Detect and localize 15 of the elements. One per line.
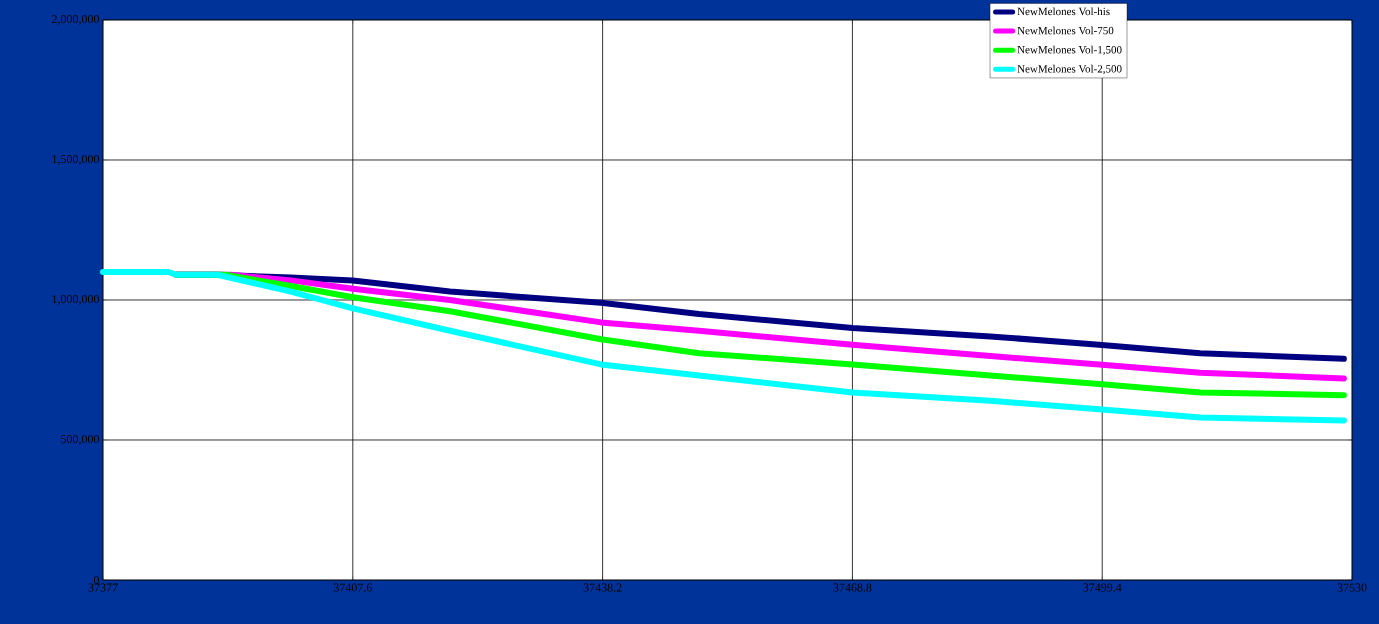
x-tick-label: 37499.4	[1083, 583, 1122, 592]
y-tick-label: 500,000	[61, 435, 99, 445]
y-tick-label: 1,500,000	[52, 155, 99, 165]
x-tick-label: 37377	[88, 583, 118, 592]
x-tick-label: 37468.8	[833, 583, 872, 592]
y-tick-label: 1,000,000	[52, 295, 99, 305]
x-tick-label: 37438.2	[583, 583, 622, 592]
legend-label: NewMelones Vol-2,500	[1017, 64, 1122, 75]
x-tick-label: 37407.6	[333, 583, 372, 592]
legend-label: NewMelones Vol-1,500	[1017, 45, 1122, 55]
y-tick-label: 0	[93, 575, 99, 585]
legend-label: NewMelones Vol-750	[1017, 26, 1114, 35]
x-tick-label: 37530	[1337, 583, 1367, 592]
legend-label: NewMelones Vol-his	[1017, 7, 1110, 16]
y-tick-label: 2,000,000	[52, 15, 99, 25]
